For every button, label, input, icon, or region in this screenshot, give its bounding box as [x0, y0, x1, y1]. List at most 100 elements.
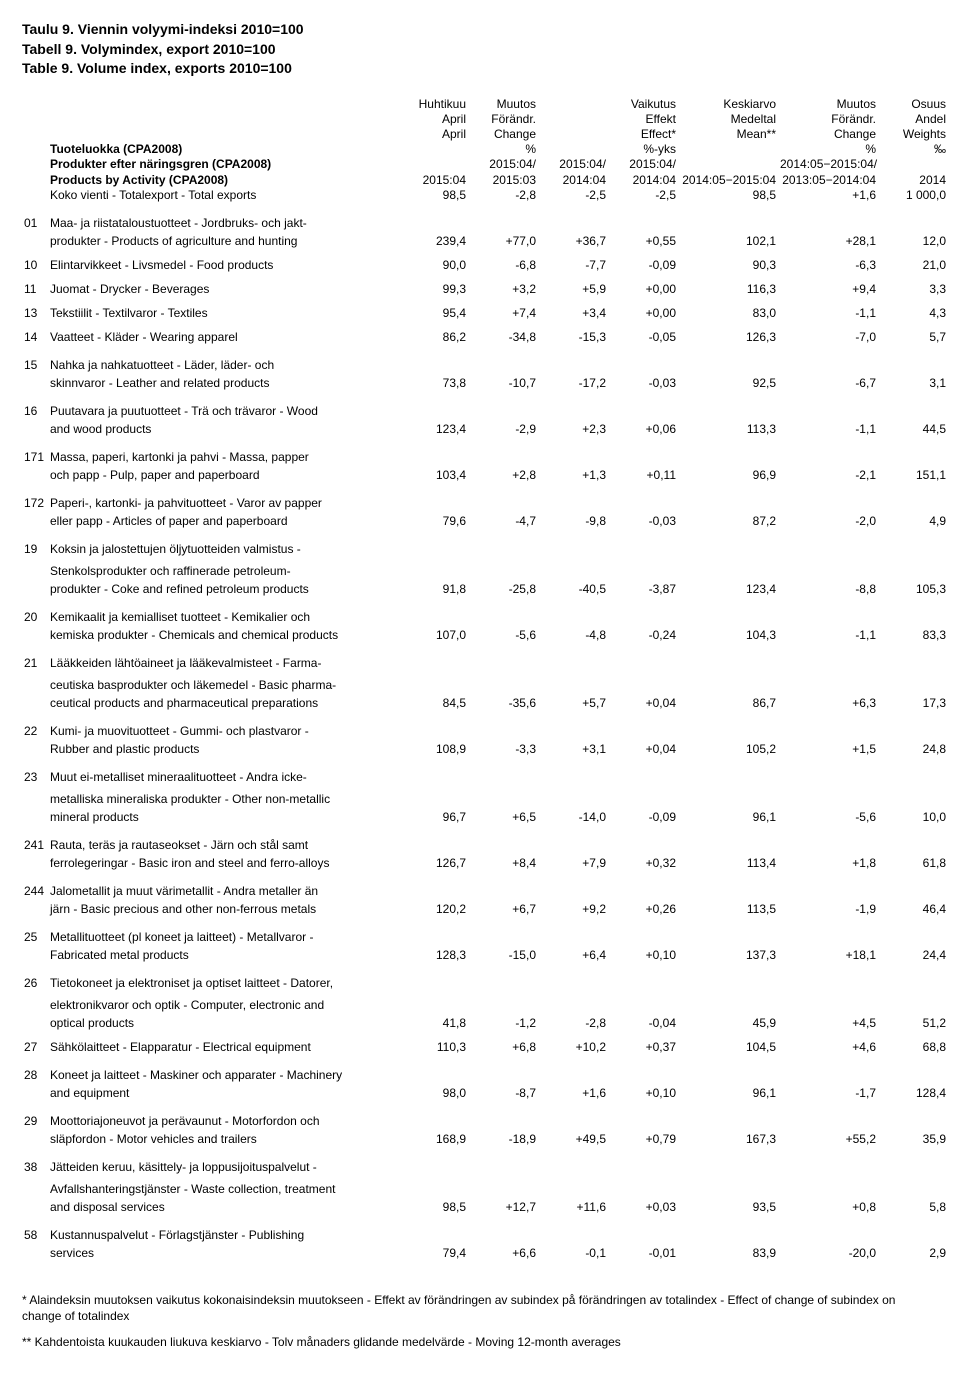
row-value: [678, 720, 778, 742]
row-value: [398, 674, 468, 696]
row-value: 98,5: [398, 188, 468, 206]
row-value: 98,5: [398, 1200, 468, 1218]
row-value: [778, 1110, 878, 1132]
row-value: [398, 1064, 468, 1086]
row-value: 90,3: [678, 258, 778, 276]
row-value: 4,3: [878, 306, 948, 324]
row-value: -1,1: [778, 306, 878, 324]
row-label: Puutavara ja puutuotteet - Trä och träva…: [48, 400, 398, 422]
row-value: [778, 926, 878, 948]
row-code: 16: [22, 400, 48, 422]
row-value: [538, 652, 608, 674]
title-block: Taulu 9. Viennin volyymi-indeksi 2010=10…: [22, 20, 938, 79]
row-value: 128,4: [878, 1086, 948, 1104]
row-value: 105,3: [878, 582, 948, 600]
row-value: [538, 834, 608, 856]
row-value: 46,4: [878, 902, 948, 920]
row-label: Nahka ja nahkatuotteet - Läder, läder- o…: [48, 354, 398, 376]
row-value: -2,1: [778, 468, 878, 486]
row-value: 73,8: [398, 376, 468, 394]
row-label: Tietokoneet ja elektroniset ja optiset l…: [48, 972, 398, 994]
row-value: [538, 1224, 608, 1246]
row-value: [608, 674, 678, 696]
row-value: 83,3: [878, 628, 948, 646]
table-row: Stenkolsprodukter och raffinerade petrol…: [22, 560, 948, 582]
row-label: eller papp - Articles of paper and paper…: [48, 514, 398, 532]
row-value: +28,1: [778, 234, 878, 252]
row-value: 108,9: [398, 742, 468, 760]
table-row: eller papp - Articles of paper and paper…: [22, 514, 948, 532]
row-code: 10: [22, 258, 48, 276]
row-value: +6,5: [468, 810, 538, 828]
row-value: +0,00: [608, 282, 678, 300]
row-value: [608, 606, 678, 628]
row-value: [468, 1178, 538, 1200]
row-value: [678, 652, 778, 674]
row-value: +0,00: [608, 306, 678, 324]
title-sv: Tabell 9. Volymindex, export 2010=100: [22, 40, 938, 60]
row-value: +0,03: [608, 1200, 678, 1218]
table-row: 25Metallituotteet (pl koneet ja laitteet…: [22, 926, 948, 948]
row-label: and equipment: [48, 1086, 398, 1104]
row-value: +1,8: [778, 856, 878, 874]
row-code: 11: [22, 282, 48, 300]
table-row: och papp - Pulp, paper and paperboard103…: [22, 468, 948, 486]
row-value: [398, 446, 468, 468]
row-value: 35,9: [878, 1132, 948, 1150]
row-value: [678, 880, 778, 902]
row-value: [778, 880, 878, 902]
row-value: 99,3: [398, 282, 468, 300]
row-value: 92,5: [678, 376, 778, 394]
row-value: +0,06: [608, 422, 678, 440]
row-value: +0,37: [608, 1040, 678, 1058]
row-value: +4,6: [778, 1040, 878, 1058]
row-value: [468, 1064, 538, 1086]
row-value: [608, 1178, 678, 1200]
table-row: 27Sähkölaitteet - Elapparatur - Electric…: [22, 1040, 948, 1058]
row-value: [778, 994, 878, 1016]
row-value: +0,32: [608, 856, 678, 874]
row-value: 87,2: [678, 514, 778, 532]
footnote-1: * Alaindeksin muutoksen vaikutus kokonai…: [22, 1292, 938, 1324]
row-value: +7,9: [538, 856, 608, 874]
row-value: +8,4: [468, 856, 538, 874]
row-value: [538, 538, 608, 560]
row-value: [778, 1064, 878, 1086]
row-value: [678, 212, 778, 234]
table-row: services79,4+6,6-0,1-0,0183,9-20,02,9: [22, 1246, 948, 1264]
row-value: 90,0: [398, 258, 468, 276]
row-code: [22, 1132, 48, 1150]
row-value: 96,7: [398, 810, 468, 828]
row-value: +0,04: [608, 742, 678, 760]
hdr-period-c3b: 2014:04: [538, 172, 608, 188]
row-value: -3,87: [608, 582, 678, 600]
footnote-2: ** Kahdentoista kuukauden liukuva keskia…: [22, 1334, 938, 1350]
row-value: 91,8: [398, 582, 468, 600]
row-value: 44,5: [878, 422, 948, 440]
row-value: -0,05: [608, 330, 678, 348]
row-code: [22, 1200, 48, 1218]
row-value: [398, 926, 468, 948]
row-value: -35,6: [468, 696, 538, 714]
row-value: [678, 926, 778, 948]
row-code: 23: [22, 766, 48, 788]
row-value: 107,0: [398, 628, 468, 646]
row-value: [878, 1178, 948, 1200]
row-value: [398, 1178, 468, 1200]
row-value: [398, 212, 468, 234]
table-row: produkter - Coke and refined petroleum p…: [22, 582, 948, 600]
row-value: [538, 212, 608, 234]
row-value: [608, 1156, 678, 1178]
row-value: [778, 1178, 878, 1200]
table-row: ceutiska basprodukter och läkemedel - Ba…: [22, 674, 948, 696]
row-label: Massa, paperi, kartonki ja pahvi - Massa…: [48, 446, 398, 468]
row-value: +3,2: [468, 282, 538, 300]
row-code: [22, 856, 48, 874]
row-value: [678, 606, 778, 628]
table-row: ferrolegeringar - Basic iron and steel a…: [22, 856, 948, 874]
hdr-class-fi: Tuoteluokka (CPA2008): [48, 142, 398, 157]
table-row: Avfallshanteringstjänster - Waste collec…: [22, 1178, 948, 1200]
table-row: ceutical products and pharmaceutical pre…: [22, 696, 948, 714]
row-value: +0,79: [608, 1132, 678, 1150]
row-value: [878, 1064, 948, 1086]
